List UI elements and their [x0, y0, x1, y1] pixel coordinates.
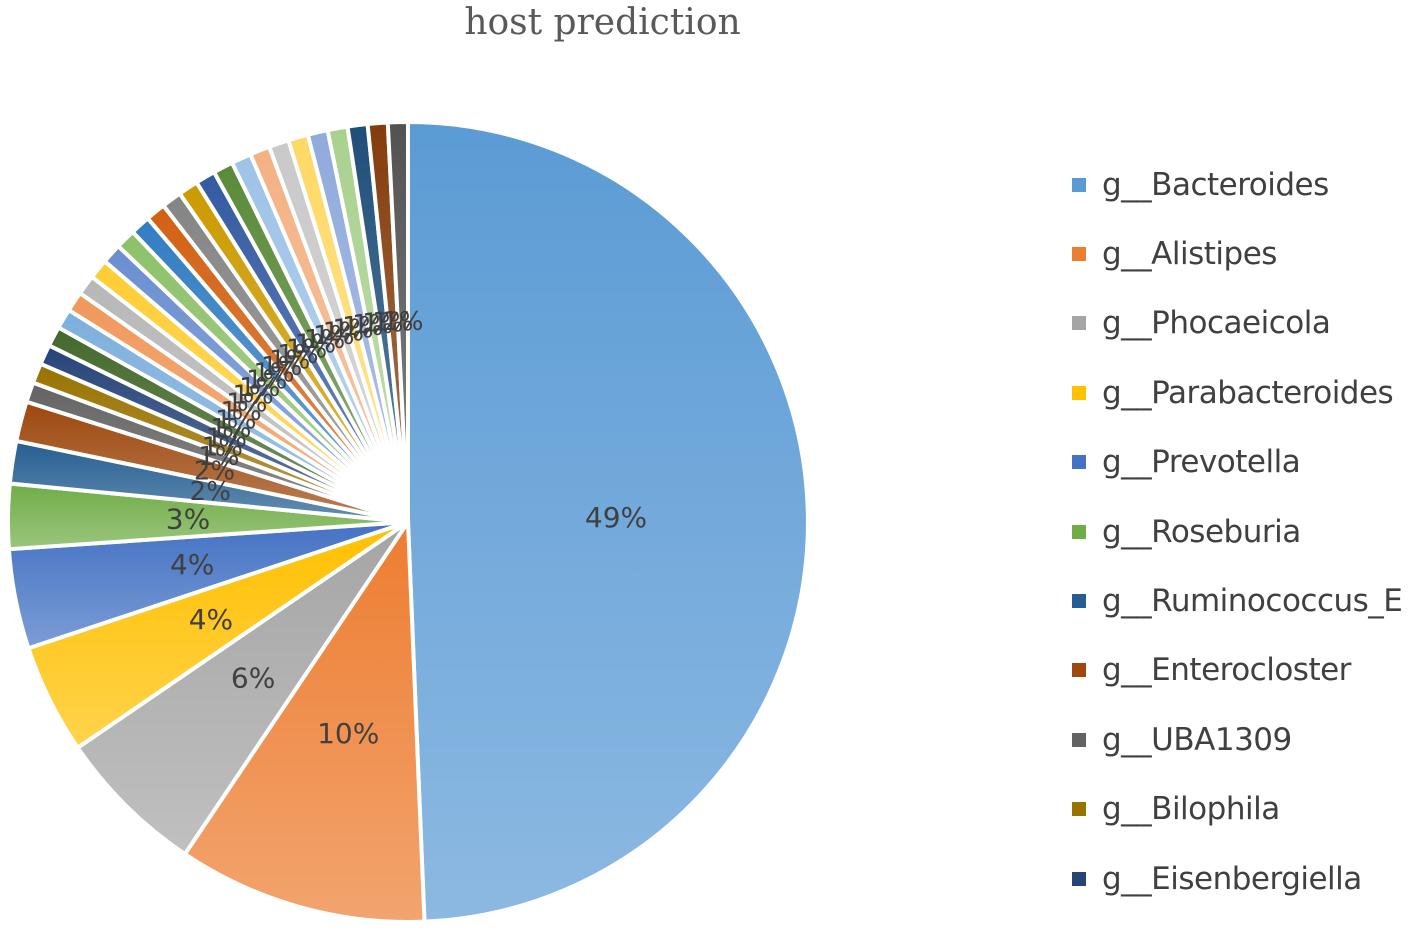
- legend-item: g__Bilophila: [1072, 775, 1417, 844]
- pie-data-label: 1%: [206, 423, 247, 453]
- pie-slice-shade: [367, 122, 408, 522]
- pie-slice-shade: [8, 522, 408, 649]
- pie-data-label: 1%: [277, 340, 318, 370]
- pie-slice-shade: [214, 162, 408, 523]
- pie-data-label: 1%: [220, 397, 261, 427]
- pie-slice-shade: [163, 193, 408, 523]
- pie-slice-shade: [104, 246, 408, 522]
- pie-data-label: 4%: [170, 548, 214, 581]
- legend-label: g__Bilophila: [1102, 791, 1280, 828]
- pie-slice-shade: [269, 140, 408, 522]
- legend-swatch: [1072, 732, 1086, 747]
- pie-data-label: 1%: [202, 433, 243, 463]
- pie-data-label: 2%: [190, 477, 231, 507]
- pie-data-label: 3%: [166, 502, 210, 535]
- pie-data-label: 1%: [286, 335, 327, 365]
- pie-slice-shade: [196, 172, 408, 522]
- pie-slice-shade: [184, 522, 425, 922]
- pie-slices: [6, 119, 810, 924]
- pie-slice-shade: [250, 146, 408, 522]
- legend-swatch: [1072, 802, 1086, 817]
- pie-data-label: 1%: [372, 308, 413, 338]
- pie-data-label: 1%: [352, 310, 393, 340]
- legend-item: g__Enterocloster: [1072, 636, 1417, 705]
- pie-data-label: 1%: [232, 381, 273, 411]
- pie-data-label: 2%: [194, 457, 235, 487]
- pie-data-label: 10%: [317, 717, 379, 750]
- legend-label: g__Ruminococcus_E: [1102, 583, 1403, 620]
- pie-data-label: 1%: [198, 442, 239, 472]
- legend-item: g__UBA1309: [1072, 705, 1417, 774]
- legend-label: g__Alistipes: [1102, 236, 1277, 273]
- pie-data-label: 1%: [304, 325, 345, 355]
- legend-label: g__UBA1309: [1102, 721, 1292, 758]
- pie-data-label: 1%: [215, 405, 256, 435]
- pie-data-label: 49%: [585, 501, 647, 534]
- pie-data-label: 4%: [189, 603, 233, 636]
- pie-data-labels: 49%10%6%4%4%3%2%2%1%1%1%1%1%1%1%1%1%1%1%…: [166, 307, 647, 750]
- legend: g__Bacteroides g__Alistipes g__Phocaeicola…: [1072, 150, 1417, 913]
- pie-slice-shade: [147, 205, 409, 522]
- legend-swatch: [1072, 663, 1086, 678]
- pie-data-label: 6%: [231, 662, 275, 695]
- pie-data-label: 1%: [226, 389, 267, 419]
- pie-slice-shade: [408, 122, 808, 922]
- pie-data-label: 1%: [253, 359, 294, 389]
- pie-slice-shade: [327, 126, 408, 522]
- legend-item: g__Prevotella: [1072, 428, 1417, 497]
- legend-swatch: [1072, 594, 1086, 609]
- legend-item: g__Ruminococcus_E: [1072, 566, 1417, 635]
- pie-data-label: 1%: [261, 352, 302, 382]
- pie-slice-shade: [132, 218, 408, 522]
- legend-swatch: [1072, 871, 1086, 886]
- pie-slice-shade: [7, 483, 408, 550]
- legend-item: g__Roseburia: [1072, 497, 1417, 566]
- legend-label: g__Phocaeicola: [1102, 305, 1331, 342]
- legend-swatch: [1072, 455, 1086, 470]
- pie-slice-shade: [77, 522, 408, 855]
- legend-label: g__Bacteroides: [1102, 166, 1329, 203]
- pie-slice-shade: [347, 124, 408, 523]
- pie-slice-shade: [91, 261, 408, 522]
- legend-item: g__Phocaeicola: [1072, 289, 1417, 358]
- legend-item: g__Alistipes: [1072, 219, 1417, 288]
- legend-label: g__Prevotella: [1102, 444, 1301, 481]
- pie-chart: 49%10%6%4%4%3%2%2%1%1%1%1%1%1%1%1%1%1%1%…: [6, 119, 810, 924]
- legend-label: g__Parabacteroides: [1102, 374, 1394, 411]
- pie-slice-shade: [232, 154, 408, 522]
- pie-slice-shade: [179, 182, 408, 523]
- pie-data-label: 1%: [382, 307, 423, 337]
- pie-data-label: 1%: [313, 321, 354, 351]
- pie-data-label: 1%: [362, 309, 403, 339]
- legend-label: g__Eisenbergiella: [1102, 860, 1362, 897]
- legend-swatch: [1072, 177, 1086, 192]
- pie-data-label: 1%: [246, 366, 287, 396]
- pie-data-label: 1%: [342, 312, 383, 342]
- pie-slice-shade: [118, 231, 408, 522]
- pie-slice-shade: [28, 522, 408, 748]
- pie-slice-shade: [288, 134, 408, 523]
- chart-title: host prediction: [464, 2, 741, 43]
- legend-item: g__Parabacteroides: [1072, 358, 1417, 427]
- legend-swatch: [1072, 316, 1086, 331]
- legend-item: g__Eisenbergiella: [1072, 844, 1417, 913]
- legend-label: g__Enterocloster: [1102, 652, 1351, 689]
- pie-slice-shade: [307, 130, 408, 523]
- pie-data-label: 1%: [269, 346, 310, 376]
- pie-data-label: 1%: [295, 330, 336, 360]
- legend-item: g__Bacteroides: [1072, 150, 1417, 219]
- legend-swatch: [1072, 524, 1086, 539]
- pie-data-label: 1%: [323, 318, 364, 348]
- pie-data-label: 1%: [239, 373, 280, 403]
- pie-slice-shade: [387, 122, 408, 522]
- pie-data-label: 1%: [210, 414, 251, 444]
- legend-swatch: [1072, 385, 1086, 400]
- legend-swatch: [1072, 247, 1086, 262]
- legend-label: g__Roseburia: [1102, 513, 1301, 550]
- pie-data-label: 1%: [332, 315, 373, 345]
